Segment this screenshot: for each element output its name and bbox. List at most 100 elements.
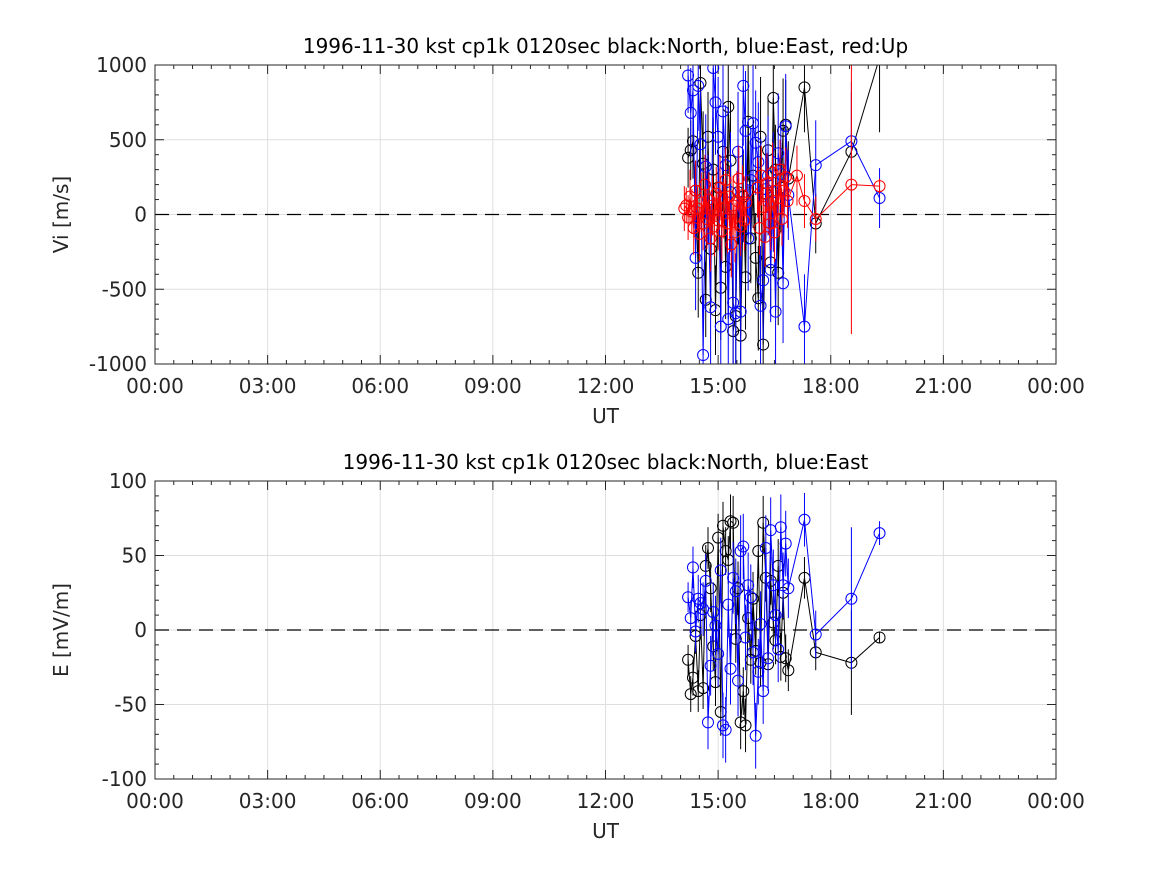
data-point	[699, 160, 712, 173]
data-point	[779, 652, 792, 665]
data-point	[809, 628, 822, 641]
y-tick-label: 500	[109, 128, 147, 152]
data-point	[689, 251, 702, 264]
data-point	[722, 313, 735, 326]
data-point	[749, 251, 762, 264]
data-point	[732, 674, 745, 687]
data-point	[714, 320, 727, 333]
data-point	[724, 662, 737, 675]
data-point	[736, 189, 749, 202]
data-point	[734, 220, 747, 233]
data-point	[712, 647, 725, 660]
data-point	[752, 156, 765, 169]
data-point	[682, 211, 695, 224]
data-point	[754, 299, 767, 312]
data-point	[704, 659, 717, 672]
data-point	[760, 177, 773, 190]
data-point	[740, 196, 753, 209]
data-point	[701, 542, 714, 555]
y-tick-label: 0	[134, 618, 147, 642]
data-point	[682, 653, 695, 666]
data-point	[682, 69, 695, 82]
data-point	[742, 579, 755, 592]
data-point	[697, 349, 710, 362]
data-point	[767, 579, 780, 592]
data-point	[686, 135, 699, 148]
data-point	[749, 729, 762, 742]
data-point	[757, 685, 770, 698]
y-axis-label: Vi [m/s]	[49, 176, 73, 253]
data-point	[712, 531, 725, 544]
data-point	[725, 238, 738, 251]
data-point	[684, 612, 697, 625]
data-point	[708, 220, 721, 233]
data-point	[698, 178, 711, 191]
series-east	[682, 492, 886, 769]
x-tick-label: 06:00	[351, 789, 409, 813]
data-point	[727, 571, 740, 584]
data-point	[695, 196, 708, 209]
data-point	[770, 184, 783, 197]
data-point	[732, 145, 745, 158]
data-point	[697, 682, 710, 695]
data-point	[694, 138, 707, 151]
y-tick-label: 100	[109, 469, 147, 493]
data-point	[694, 597, 707, 610]
data-point	[768, 226, 781, 239]
axes-box	[154, 480, 1057, 780]
data-point	[739, 124, 752, 137]
data-point	[691, 202, 704, 215]
data-point	[754, 618, 767, 631]
y-tick-label: -500	[102, 277, 147, 301]
data-point	[709, 619, 722, 632]
data-point	[701, 716, 714, 729]
electric-field-panel: 00:00 03:00 06:00 09:00 12:00 15:00 18:00 21:00…	[49, 450, 1085, 843]
x-tick-label: 18:00	[802, 789, 860, 813]
data-point	[845, 592, 858, 605]
data-point	[737, 79, 750, 92]
series-line	[687, 520, 880, 726]
data-point	[692, 266, 705, 279]
data-point	[724, 515, 737, 528]
x-tick-label: 06:00	[351, 374, 409, 398]
data-layer	[678, 65, 886, 364]
data-point	[729, 307, 742, 320]
data-point	[754, 656, 767, 669]
data-point	[686, 671, 699, 684]
data-point	[737, 540, 750, 553]
series-line	[683, 169, 880, 245]
data-point	[710, 187, 723, 200]
data-point	[739, 631, 752, 644]
data-point	[729, 585, 742, 598]
x-tick-label: 21:00	[915, 789, 973, 813]
data-point	[790, 169, 803, 182]
y-tick-label: 50	[122, 544, 147, 568]
data-point	[767, 91, 780, 104]
data-point	[721, 217, 734, 230]
data-point	[684, 106, 697, 119]
x-axis-label: UT	[592, 404, 620, 428]
x-tick-label: 18:00	[802, 374, 860, 398]
data-point	[742, 232, 755, 245]
data-point	[738, 214, 751, 227]
data-point	[747, 117, 760, 130]
data-point	[772, 202, 785, 215]
data-point	[757, 274, 770, 287]
y-axis-label: E [mV/m]	[49, 583, 73, 677]
x-tick-label: 15:00	[689, 374, 747, 398]
data-point	[685, 205, 698, 218]
data-point	[798, 195, 811, 208]
data-point	[693, 227, 706, 240]
x-tick-label: 00:00	[126, 374, 184, 398]
y-tick-label: -50	[114, 693, 147, 717]
data-point	[873, 631, 886, 644]
data-point	[774, 650, 787, 663]
data-point	[873, 527, 886, 540]
data-point	[762, 196, 775, 209]
y-tick-label: -100	[102, 767, 147, 791]
data-point	[727, 199, 740, 212]
data-point	[764, 263, 777, 276]
data-point	[734, 305, 747, 318]
data-point	[732, 172, 745, 185]
data-point	[712, 214, 725, 227]
